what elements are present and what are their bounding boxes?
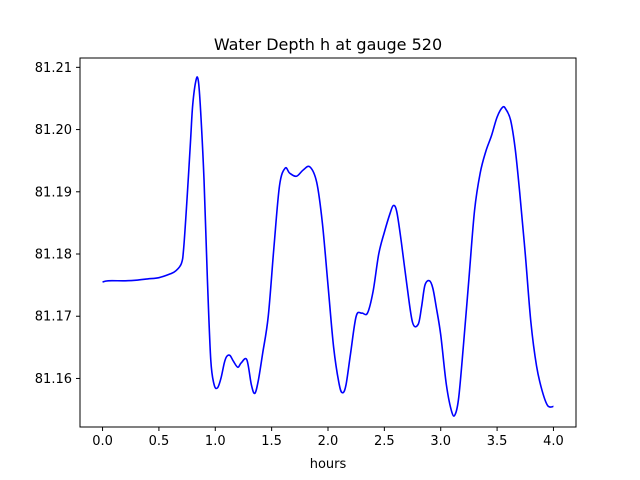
chart-title: Water Depth h at gauge 520: [214, 35, 442, 54]
y-tick-label: 81.21: [35, 61, 72, 76]
y-tick-label: 81.17: [35, 310, 72, 325]
series-line-group: [102, 76, 554, 417]
y-axis-ticks: 81.16 81.17 81.18 81.19 81.20 81.21: [35, 61, 80, 387]
x-tick-label: 3.0: [430, 434, 451, 449]
x-tick-label: 2.0: [318, 434, 339, 449]
y-tick-label: 81.19: [35, 185, 72, 200]
series-line-0: [102, 76, 554, 417]
y-tick-label: 81.20: [35, 123, 72, 138]
y-tick-label: 81.18: [35, 248, 72, 263]
x-axis-ticks: 0.0 0.5 1.0 1.5 2.0 2.5 3.0 3.5 4.0: [92, 427, 564, 449]
x-tick-label: 1.5: [261, 434, 282, 449]
x-tick-label: 1.0: [205, 434, 226, 449]
y-tick-label: 81.16: [35, 372, 72, 387]
x-tick-label: 4.0: [543, 434, 564, 449]
x-tick-label: 0.5: [149, 434, 170, 449]
x-tick-label: 2.5: [374, 434, 395, 449]
x-tick-label: 3.5: [487, 434, 508, 449]
x-tick-label: 0.0: [92, 434, 113, 449]
x-axis-label: hours: [310, 457, 347, 472]
